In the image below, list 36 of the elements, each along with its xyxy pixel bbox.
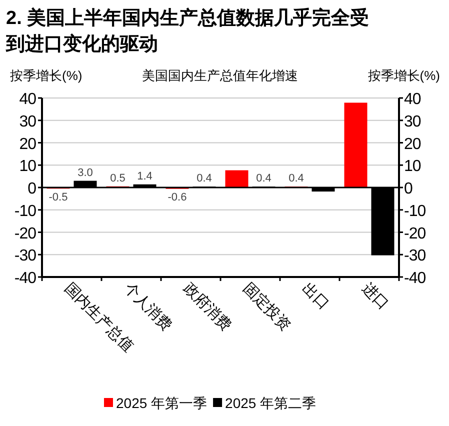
- y2-tick-label: -40: [404, 270, 426, 287]
- data-label: 1.4: [137, 170, 152, 182]
- chart-subtitle: 美国国内生产总值年化增速: [142, 68, 298, 83]
- chart-title: 2. 美国上半年国内生产总值数据几乎完全受到进口变化的驱动: [5, 7, 370, 55]
- y-tick-label: 30: [19, 113, 37, 130]
- y-tick-label: 20: [19, 136, 37, 153]
- y-tick-label: -10: [14, 202, 37, 220]
- x-tick-label: 进口: [358, 280, 392, 314]
- x-tick-label: 出口: [298, 280, 332, 314]
- y2-tick-label: 30: [404, 113, 422, 130]
- y-tick-label: -30: [14, 248, 37, 265]
- y-tick-label: -40: [14, 270, 37, 287]
- y-tick-label: 0: [28, 180, 37, 198]
- data-label: -0.6: [168, 192, 187, 204]
- legend-label: 2025 年第一季: [116, 395, 208, 411]
- y2-tick-label: 20: [404, 136, 422, 153]
- data-label: 0.4: [288, 172, 304, 185]
- y2-tick-label: -10: [404, 202, 426, 220]
- data-label: 3.0: [78, 166, 93, 179]
- y-axis-title: 按季增长(%): [10, 68, 82, 83]
- x-tick-label: 固定投资: [239, 280, 294, 334]
- y2-tick-label: 10: [404, 158, 422, 176]
- y2-tick-label: -20: [404, 225, 426, 242]
- data-label: 0.5: [110, 172, 126, 184]
- data-label: 0.4: [196, 172, 212, 185]
- y-tick-label: 40: [19, 91, 37, 108]
- y-tick-label: -20: [14, 225, 37, 242]
- y2-axis-title: 按季增长(%): [368, 68, 440, 83]
- y2-tick-label: 40: [404, 91, 422, 108]
- y-tick-label: 10: [19, 158, 37, 176]
- y2-tick-label: 0: [404, 180, 413, 198]
- data-label: 0.4: [256, 172, 272, 185]
- legend-label: 2025 年第二季: [225, 395, 316, 411]
- data-label: -0.5: [48, 192, 68, 204]
- x-tick-label: 政府消费: [180, 280, 234, 334]
- y2-tick-label: -30: [404, 248, 426, 265]
